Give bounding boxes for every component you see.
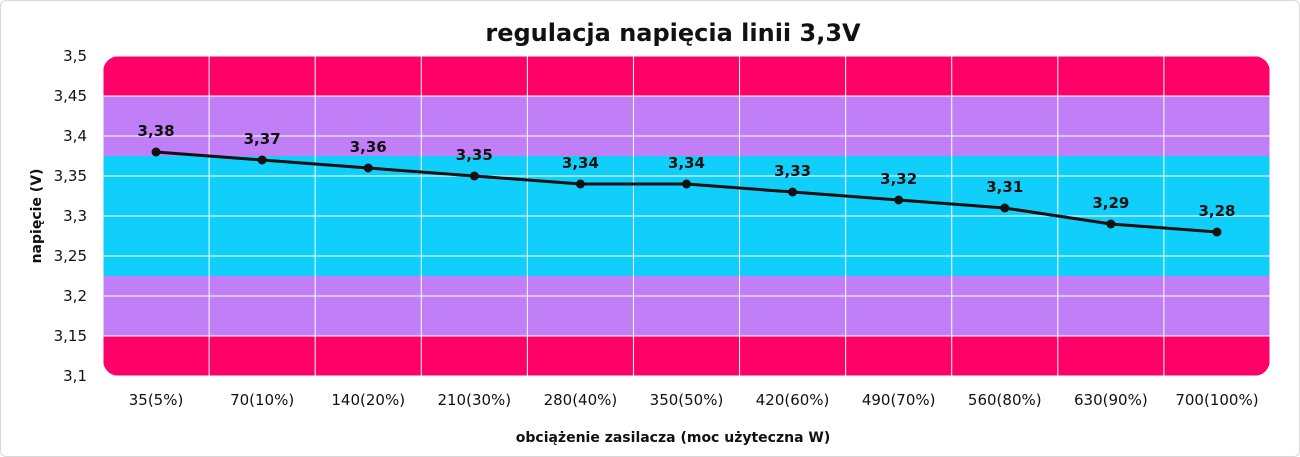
- x-tick-label: 420(60%): [756, 391, 830, 409]
- data-point: [1106, 219, 1116, 229]
- y-tick-label: 3,35: [54, 167, 87, 185]
- data-point: [575, 179, 585, 189]
- band-0: [103, 336, 1270, 376]
- y-tick-label: 3,2: [63, 287, 87, 305]
- chart-title: regulacja napięcia linii 3,3V: [485, 19, 861, 47]
- data-label: 3,29: [1092, 194, 1129, 212]
- data-labels: 3,38 3,37 3,36 3,35 3,34 3,34 3,33 3,32 3,31 3,29…: [138, 122, 1236, 220]
- y-tick-label: 3,25: [54, 247, 87, 265]
- y-tick-label: 3,45: [54, 87, 87, 105]
- x-tick-label: 280(40%): [544, 391, 618, 409]
- data-label: 3,36: [350, 138, 387, 156]
- data-label: 3,33: [774, 162, 811, 180]
- y-tick-label: 3,5: [63, 47, 87, 65]
- x-tick-label: 35(5%): [129, 391, 184, 409]
- band-3: [103, 96, 1270, 156]
- x-axis-ticks: 35(5%) 70(10%) 140(20%) 210(30%) 280(40%) 350…: [129, 391, 1259, 409]
- data-point: [363, 163, 373, 173]
- x-tick-label: 350(50%): [650, 391, 724, 409]
- x-tick-label: 630(90%): [1074, 391, 1148, 409]
- x-tick-label: 700(100%): [1175, 391, 1258, 409]
- data-point: [788, 187, 798, 197]
- y-tick-label: 3,3: [63, 207, 87, 225]
- y-axis-title: napięcie (V): [29, 169, 45, 264]
- y-axis-ticks: 3,1 3,15 3,2 3,25 3,3 3,35 3,4 3,45 3,5: [54, 47, 87, 385]
- x-tick-label: 210(30%): [437, 391, 511, 409]
- data-point: [151, 147, 161, 157]
- data-label: 3,31: [986, 178, 1023, 196]
- data-label: 3,34: [668, 154, 705, 172]
- data-label: 3,28: [1198, 202, 1235, 220]
- band-1: [103, 276, 1270, 336]
- data-label: 3,35: [456, 146, 493, 164]
- data-point: [1212, 227, 1222, 237]
- data-label: 3,34: [562, 154, 599, 172]
- y-tick-label: 3,4: [63, 127, 87, 145]
- x-tick-label: 560(80%): [968, 391, 1042, 409]
- x-tick-label: 140(20%): [331, 391, 405, 409]
- x-axis-title: obciążenie zasilacza (moc użyteczna W): [516, 430, 831, 446]
- x-tick-label: 70(10%): [230, 391, 294, 409]
- data-label: 3,38: [138, 122, 175, 140]
- data-point: [469, 171, 479, 181]
- data-point: [1000, 203, 1010, 213]
- y-tick-label: 3,1: [63, 367, 87, 385]
- data-point: [257, 155, 267, 165]
- data-point: [682, 179, 691, 189]
- data-point: [894, 195, 904, 205]
- band-4: [103, 56, 1270, 96]
- data-label: 3,37: [244, 130, 281, 148]
- y-tick-label: 3,15: [54, 327, 87, 345]
- x-tick-label: 490(70%): [862, 391, 936, 409]
- series-group: [151, 147, 1222, 237]
- data-label: 3,32: [880, 170, 917, 188]
